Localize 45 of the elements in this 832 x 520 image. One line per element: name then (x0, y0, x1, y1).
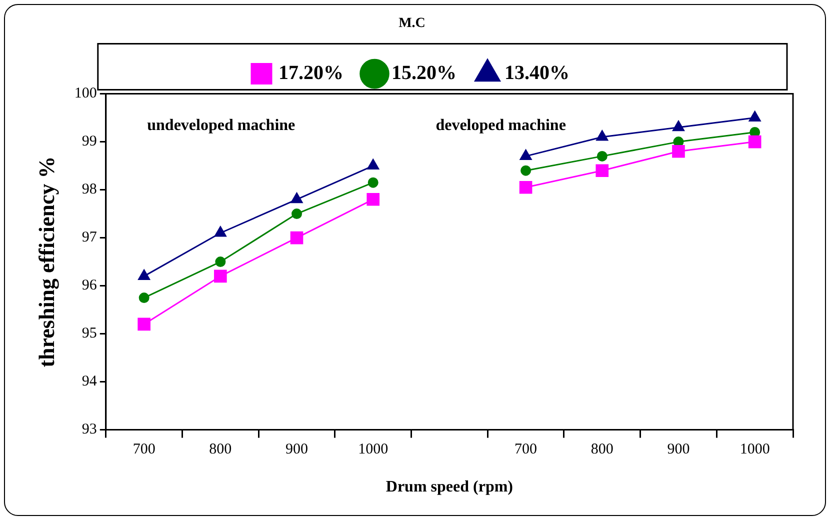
y-axis-title: threshing efficiency % (34, 156, 59, 368)
x-axis-title: Drum speed (rpm) (386, 478, 513, 496)
point (214, 226, 226, 237)
point (138, 318, 150, 331)
point (290, 231, 304, 244)
y-tick-label: 98 (82, 182, 97, 198)
point (366, 192, 380, 206)
y-tick-label: 99 (82, 134, 97, 150)
point (292, 208, 302, 220)
x-tick-label: 1000 (740, 442, 770, 458)
x-tick-label: 900 (667, 442, 690, 458)
point (672, 120, 684, 132)
y-tick-label: 96 (82, 278, 98, 294)
x-tick-label: 700 (132, 442, 156, 458)
point (367, 159, 380, 170)
annotation: undeveloped machine (147, 116, 296, 134)
point (368, 177, 378, 188)
chart-title: M.C (398, 16, 426, 32)
x-tick-label: 800 (590, 442, 614, 458)
legend-label: 17.20% (278, 62, 344, 84)
y-tick-label: 95 (82, 326, 97, 342)
point (138, 292, 150, 304)
point (748, 111, 761, 122)
y-tick-label: 93 (82, 422, 97, 438)
y-tick-label: 94 (82, 374, 98, 390)
legend-label: 15.20% (392, 62, 456, 84)
point (596, 130, 608, 141)
point (519, 180, 532, 194)
point (672, 144, 685, 158)
point (596, 150, 608, 162)
x-tick-label: 800 (209, 442, 232, 458)
point (214, 270, 227, 283)
x-tick-label: 900 (286, 442, 308, 458)
point (596, 164, 609, 178)
point (290, 192, 303, 204)
y-tick-label: 100 (74, 86, 97, 102)
x-tick-label: 700 (514, 442, 538, 458)
legend-label: 13.40% (504, 62, 570, 84)
point (520, 149, 532, 160)
point (215, 256, 226, 268)
annotation: developed machine (436, 116, 566, 134)
point (520, 165, 532, 176)
x-tick-label: 1000 (358, 442, 388, 458)
y-tick-label: 97 (82, 230, 98, 246)
point (748, 135, 762, 148)
